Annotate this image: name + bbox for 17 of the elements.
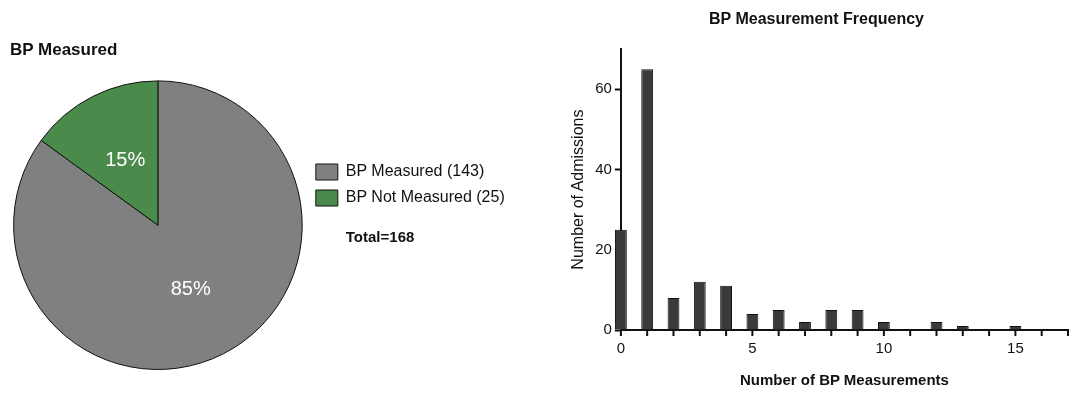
y-tick-label: 20: [595, 239, 612, 257]
x-tick-label: 15: [1007, 339, 1024, 357]
x-axis-title: Number of BP Measurements: [739, 371, 949, 389]
chart-title: BP Measurement Frequency: [709, 10, 925, 28]
legend-label: BP Measured (143): [345, 162, 485, 180]
data-label: 85%: [170, 277, 211, 299]
x-tick-label: 5: [748, 339, 757, 357]
x-tick-label: 0: [616, 339, 626, 357]
legend-label: BP Not Measured (25): [345, 188, 505, 206]
y-axis-title: Number of Admissions: [569, 109, 587, 270]
chart-title: BP Measured: [10, 39, 118, 59]
y-tick-label: 40: [595, 159, 612, 177]
text: Total=168: [345, 228, 415, 246]
y-tick-label: 60: [595, 79, 612, 97]
x-tick-label: 10: [875, 339, 893, 357]
y-tick-label: 0: [603, 320, 612, 338]
data-label: 15%: [105, 148, 146, 171]
